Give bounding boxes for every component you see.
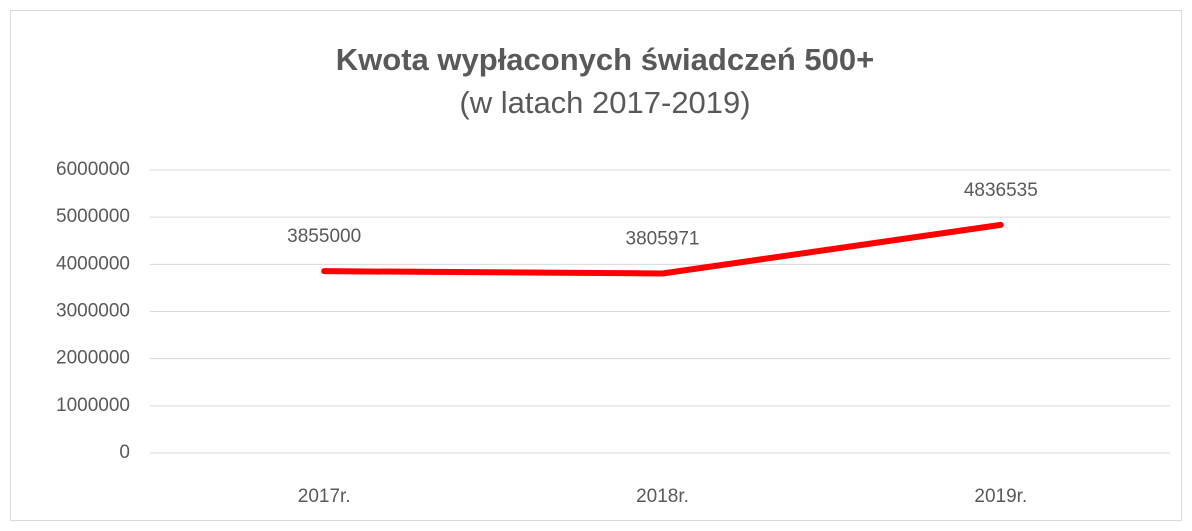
y-tick-label: 0 bbox=[119, 442, 130, 463]
x-tick-label: 2019r. bbox=[974, 486, 1027, 507]
data-label: 3805971 bbox=[626, 229, 700, 250]
chart-border bbox=[10, 10, 1182, 521]
x-tick-label: 2018r. bbox=[636, 486, 689, 507]
x-tick-label: 2017r. bbox=[298, 486, 351, 507]
y-tick-label: 2000000 bbox=[56, 348, 130, 369]
y-tick-label: 6000000 bbox=[56, 159, 130, 180]
y-tick-label: 4000000 bbox=[56, 253, 130, 274]
chart-subtitle: (w latach 2017-2019) bbox=[459, 85, 750, 120]
y-tick-label: 1000000 bbox=[56, 395, 130, 416]
y-tick-label: 5000000 bbox=[56, 206, 130, 227]
data-label: 3855000 bbox=[287, 226, 361, 247]
data-label: 4836535 bbox=[964, 180, 1038, 201]
line-series bbox=[321, 221, 1004, 277]
y-tick-label: 3000000 bbox=[56, 301, 130, 322]
chart-title: Kwota wypłaconych świadczeń 500+ bbox=[336, 42, 874, 77]
